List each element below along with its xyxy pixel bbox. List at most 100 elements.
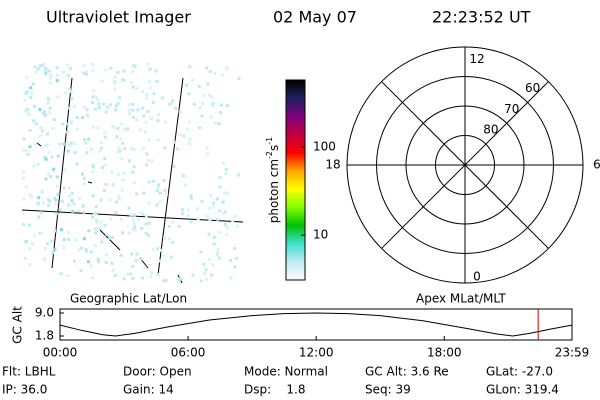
instrument: Ultraviolet Imager (46, 8, 191, 27)
orbit-ylabel: GC Alt (11, 306, 25, 344)
mlt-label: 12 (469, 52, 484, 66)
pixel (62, 246, 66, 250)
pixel (198, 106, 202, 110)
pixel (94, 205, 98, 209)
pixel (221, 200, 225, 204)
pixel (113, 273, 117, 277)
pixel (65, 130, 69, 134)
pixel (72, 259, 76, 263)
pixel (43, 155, 47, 159)
pixel (210, 103, 214, 107)
pixel (47, 150, 51, 154)
pixel (30, 195, 33, 199)
pixel (98, 149, 102, 153)
pixel (218, 185, 222, 189)
pixel (178, 133, 182, 137)
pixel (104, 261, 108, 264)
pixel (114, 210, 118, 214)
pixel (130, 70, 134, 74)
pixel (160, 248, 164, 252)
pixel (221, 211, 225, 215)
pixel (150, 271, 153, 275)
pixel (117, 172, 121, 176)
pixel (117, 197, 121, 200)
pixel (172, 164, 176, 168)
pixel (116, 126, 120, 130)
pixel (125, 272, 129, 276)
pixel (37, 196, 41, 200)
pixel (152, 179, 156, 183)
pixel (233, 247, 237, 250)
pixel (24, 240, 28, 243)
pixel (216, 251, 220, 255)
pixel (167, 237, 171, 241)
pixel (49, 174, 52, 178)
pixel (207, 93, 211, 97)
info-field: Dsp: 1.8 (244, 383, 306, 397)
pixel (42, 201, 46, 205)
pixel (85, 151, 89, 155)
pixel (31, 242, 35, 246)
pixel (133, 225, 137, 229)
pixel (179, 277, 183, 281)
pixel (167, 224, 171, 228)
pixel (202, 262, 206, 266)
pixel (75, 127, 79, 131)
pixel (205, 66, 209, 70)
pixel (67, 88, 71, 91)
pixel (187, 141, 191, 145)
pixel (149, 274, 153, 278)
pixel (34, 70, 38, 74)
pixel (85, 70, 88, 74)
pixel (67, 74, 71, 78)
pixel (104, 253, 108, 257)
pixel (81, 172, 84, 176)
pixel (120, 157, 124, 161)
pixel (144, 222, 148, 226)
pixel (160, 96, 164, 100)
pixel (225, 104, 229, 108)
date: 02 May 07 (273, 8, 357, 27)
pixel (79, 246, 83, 250)
pixel (114, 104, 118, 108)
pixel (95, 221, 99, 225)
pixel (226, 226, 230, 230)
pixel (171, 99, 175, 103)
pixel (139, 211, 143, 215)
pixel (223, 191, 226, 195)
pixel (129, 272, 133, 276)
pixel (147, 221, 151, 225)
pixel (70, 199, 74, 202)
pixel (44, 177, 48, 181)
pixel (141, 212, 145, 216)
pixel (82, 210, 86, 214)
pixel (188, 65, 192, 69)
pixel (36, 67, 40, 71)
pixel (48, 110, 52, 114)
pixel (131, 227, 135, 231)
pixel (55, 79, 59, 83)
pixel (108, 236, 112, 240)
pixel (123, 146, 127, 150)
pixel (162, 179, 166, 182)
pixel (77, 248, 81, 252)
pixel (133, 228, 137, 232)
pixel (22, 176, 25, 180)
pixel (211, 205, 215, 209)
pixel (226, 191, 229, 195)
pixel (118, 96, 122, 100)
x-tick-label: 00:00 (43, 346, 78, 360)
pixel (92, 212, 96, 216)
pixel (30, 91, 34, 95)
pixel (41, 190, 44, 193)
pixel (119, 137, 123, 140)
pixel (135, 192, 139, 196)
pixel (151, 101, 155, 104)
pixel (205, 215, 209, 218)
pixel (53, 196, 57, 200)
pixel (96, 227, 100, 231)
pixel (181, 212, 185, 216)
pixel (37, 215, 41, 219)
pixel (205, 277, 209, 281)
pixel (48, 81, 52, 85)
